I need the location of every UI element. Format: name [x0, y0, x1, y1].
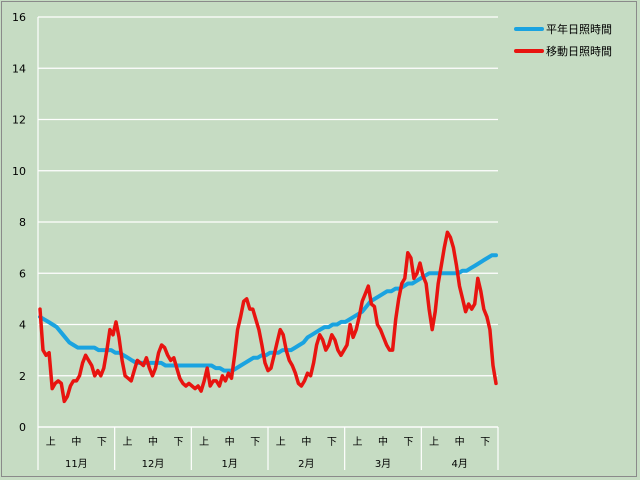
series-line-1: [38, 230, 498, 404]
y-tick-label: 10: [12, 165, 26, 178]
y-tick-label: 12: [12, 114, 26, 127]
y-tick-label: 8: [19, 216, 26, 229]
period-label: 上: [199, 436, 209, 448]
y-tick-label: 6: [19, 267, 26, 280]
y-tick-label: 2: [19, 370, 26, 383]
period-label: 上: [429, 436, 439, 448]
month-label: 4月: [451, 458, 467, 470]
period-label: 下: [327, 437, 337, 448]
period-label: 下: [404, 437, 414, 448]
month-label: 12月: [142, 458, 165, 470]
period-label: 下: [250, 437, 260, 448]
period-label: 上: [122, 436, 132, 448]
period-label: 中: [378, 435, 388, 448]
period-label: 下: [480, 437, 490, 448]
period-label: 上: [352, 436, 362, 448]
series-line-0: [38, 253, 498, 373]
y-tick-label: 4: [19, 319, 26, 332]
period-label: 下: [97, 437, 107, 448]
month-label: 11月: [65, 458, 88, 470]
y-tick-label: 0: [19, 421, 26, 434]
month-label: 1月: [221, 458, 237, 470]
month-label: 3月: [375, 458, 391, 470]
y-tick-label: 16: [12, 11, 26, 24]
period-label: 下: [174, 437, 184, 448]
period-label: 中: [455, 435, 465, 448]
legend-label-0: 平年日照時間: [546, 22, 612, 36]
period-label: 上: [276, 436, 286, 448]
period-label: 中: [225, 435, 235, 448]
period-label: 中: [301, 435, 311, 448]
period-label: 中: [148, 435, 158, 448]
period-label: 中: [71, 435, 81, 448]
y-tick-label: 14: [12, 62, 26, 75]
period-label: 上: [46, 436, 56, 448]
legend-label-1: 移動日照時間: [546, 44, 612, 58]
month-label: 2月: [298, 458, 314, 470]
